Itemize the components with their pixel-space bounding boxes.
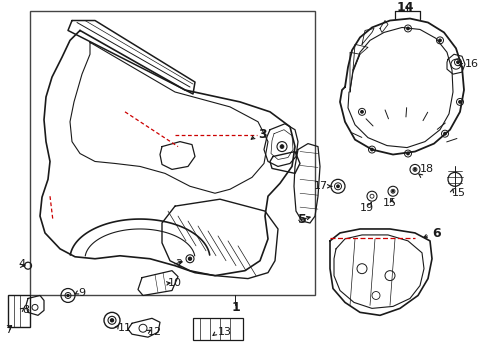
Circle shape <box>110 319 113 322</box>
Text: 15: 15 <box>382 198 396 208</box>
Text: 13: 13 <box>218 327 231 337</box>
Circle shape <box>391 190 393 192</box>
Circle shape <box>336 185 339 188</box>
Circle shape <box>458 101 460 103</box>
Circle shape <box>370 148 372 151</box>
Circle shape <box>360 111 363 113</box>
Circle shape <box>443 132 445 135</box>
Text: 12: 12 <box>148 327 162 337</box>
Text: 4: 4 <box>18 259 25 269</box>
Text: 14: 14 <box>395 1 413 14</box>
Text: 6: 6 <box>431 228 440 240</box>
Circle shape <box>67 294 69 297</box>
Text: 15: 15 <box>451 188 465 198</box>
Text: 17: 17 <box>313 181 327 191</box>
Text: 9: 9 <box>78 288 85 297</box>
Bar <box>8 296 30 327</box>
Circle shape <box>456 61 458 63</box>
Text: 16: 16 <box>464 59 478 69</box>
Circle shape <box>406 152 408 155</box>
Bar <box>193 318 243 340</box>
Text: 8: 8 <box>22 305 29 315</box>
Circle shape <box>188 257 191 260</box>
Circle shape <box>413 168 415 170</box>
Text: 1: 1 <box>231 301 240 314</box>
Text: 19: 19 <box>359 203 373 213</box>
Circle shape <box>438 39 440 41</box>
Circle shape <box>280 145 284 149</box>
Text: 3: 3 <box>258 128 266 141</box>
Bar <box>30 10 314 296</box>
Text: 5: 5 <box>297 212 306 226</box>
Text: 10: 10 <box>168 278 182 288</box>
Circle shape <box>406 27 408 30</box>
Text: 7: 7 <box>5 325 12 335</box>
Text: 18: 18 <box>419 165 433 174</box>
Text: 11: 11 <box>118 323 132 333</box>
Text: 2: 2 <box>175 259 182 269</box>
